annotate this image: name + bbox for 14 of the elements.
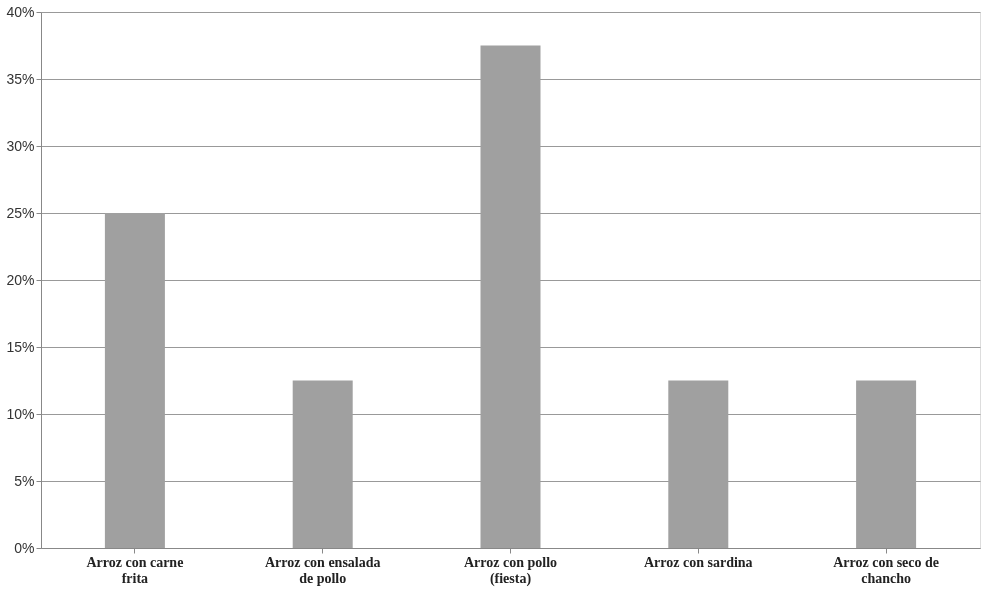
y-tick-label: 25% (6, 204, 35, 221)
y-tick-label: 30% (6, 137, 35, 154)
x-tick-label: Arroz con pollo (fiesta) (463, 554, 558, 587)
x-tick-label: Arroz con ensalada de pollo (264, 554, 381, 586)
x-tick-label: Arroz con sardina (643, 554, 753, 570)
y-tick-label: 5% (14, 472, 35, 489)
y-tick-label: 20% (6, 271, 35, 288)
y-tick-label: 40% (6, 3, 35, 20)
y-tick-label: 15% (6, 338, 35, 355)
y-tick-label: 35% (6, 70, 35, 87)
y-tick-label: 10% (6, 405, 35, 422)
y-tick-label: 0% (14, 539, 35, 556)
x-tick-label: Arroz con seco de chancho (833, 554, 940, 586)
x-tick-label: Arroz con carne frita (86, 554, 184, 586)
